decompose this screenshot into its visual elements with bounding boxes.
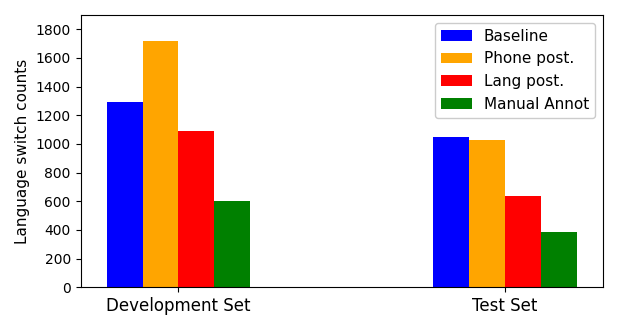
- Legend: Baseline, Phone post., Lang post., Manual Annot: Baseline, Phone post., Lang post., Manua…: [435, 23, 595, 118]
- Bar: [143, 41, 179, 287]
- Bar: [469, 140, 505, 287]
- Bar: [541, 232, 577, 287]
- Bar: [107, 102, 143, 287]
- Bar: [214, 201, 250, 287]
- Bar: [179, 131, 214, 287]
- Bar: [433, 137, 469, 287]
- Bar: [505, 196, 541, 287]
- Y-axis label: Language switch counts: Language switch counts: [15, 58, 30, 244]
